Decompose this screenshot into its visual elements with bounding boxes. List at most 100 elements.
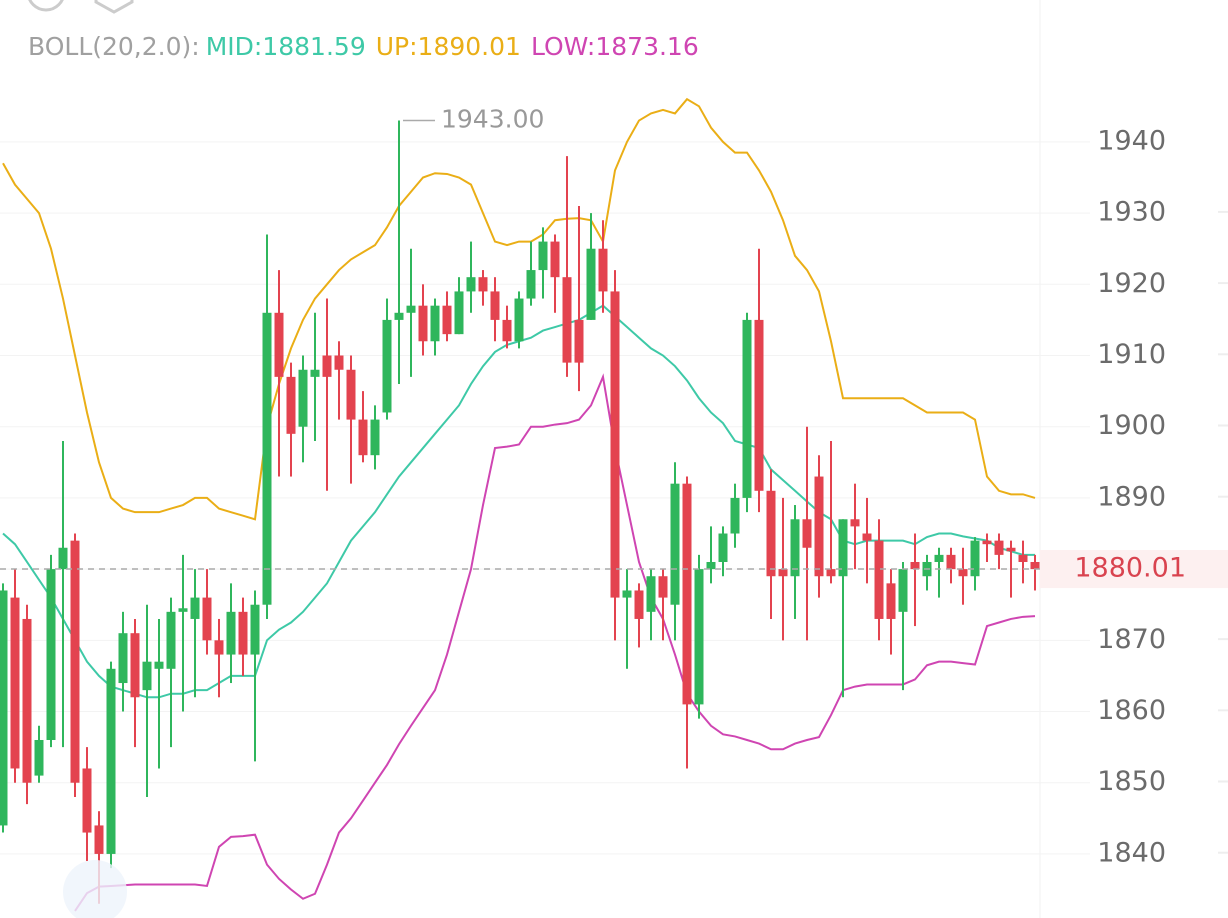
candle-body — [334, 355, 344, 370]
candle-body — [682, 483, 692, 705]
candle-body — [730, 497, 740, 534]
y-tick-label: 1870 — [1097, 624, 1166, 655]
indicator-label: BOLL(20,2.0): — [28, 32, 200, 61]
icon[interactable] — [94, 0, 134, 14]
candle-body — [370, 419, 380, 456]
y-tick-label: 1940 — [1097, 125, 1166, 156]
candle-body — [202, 597, 212, 641]
band-line — [2, 97, 1036, 521]
candle-body — [910, 561, 920, 570]
candle-body — [130, 633, 140, 698]
candle-body — [598, 248, 608, 292]
candle-body — [286, 376, 296, 434]
candle-body — [970, 540, 980, 577]
candle-body — [646, 576, 656, 612]
candle-body — [454, 291, 464, 335]
candle-body — [802, 519, 812, 548]
legend-value: 1890.01 — [418, 32, 521, 61]
candle-body — [718, 533, 728, 562]
candle-body — [706, 561, 716, 570]
candle-body — [778, 569, 788, 577]
y-tick-label: 1850 — [1097, 766, 1166, 797]
candle-body — [10, 597, 20, 769]
last-price-box — [1040, 550, 1228, 589]
candle-body — [22, 618, 32, 783]
float-button[interactable] — [63, 860, 127, 918]
candle-body — [190, 597, 200, 619]
candle-body — [70, 540, 80, 783]
candle-body — [562, 277, 572, 363]
candle-body — [874, 540, 884, 619]
candle-body — [442, 305, 452, 335]
candle-body — [430, 305, 440, 342]
candle-body — [322, 355, 332, 377]
candle-body — [94, 825, 104, 854]
band-line — [74, 373, 1036, 912]
candle-body — [106, 668, 116, 854]
candle-body — [898, 569, 908, 612]
candle-body — [850, 519, 860, 527]
candle-body — [406, 305, 416, 313]
candle-body — [166, 611, 176, 669]
candle-body — [862, 533, 872, 541]
candle-body — [310, 369, 320, 377]
legend-name: UP — [376, 32, 409, 61]
candle-body — [958, 569, 968, 577]
candle-body — [418, 305, 428, 342]
candle-body — [490, 291, 500, 320]
candle-body — [826, 569, 836, 577]
candle-body — [1006, 547, 1016, 552]
candle-body — [358, 419, 368, 456]
band-line — [2, 304, 1035, 699]
candle-body — [478, 277, 488, 292]
legend-item: LOW:1873.16 — [531, 32, 699, 61]
candle-body — [178, 608, 188, 612]
candle-body — [994, 540, 1004, 555]
candle-body — [142, 661, 152, 691]
candle-body — [622, 590, 632, 598]
candle-body — [766, 490, 776, 577]
y-tick-label: 1930 — [1097, 197, 1166, 228]
candle-body — [694, 569, 704, 705]
candle-body — [298, 369, 308, 427]
candle-body — [886, 583, 896, 619]
legend-sep: : — [254, 32, 262, 61]
candle-body — [982, 540, 992, 545]
candle-body — [346, 369, 356, 420]
high-label: 1943.00 — [441, 105, 544, 134]
legend-item: UP:1890.01 — [376, 32, 521, 61]
candle-body — [934, 554, 944, 562]
candle-body — [526, 270, 536, 299]
candle-body — [82, 768, 92, 833]
candle-body — [658, 576, 668, 598]
candle-body — [634, 590, 644, 619]
candle-body — [574, 319, 584, 363]
candle-body — [814, 476, 824, 577]
indicator-legend: BOLL(20,2.0): MID:1881.59 UP:1890.01 LOW:18… — [28, 32, 699, 61]
overlay: 1880.01 1943.00 — [0, 105, 1228, 589]
y-tick-label: 1910 — [1097, 339, 1166, 370]
y-tick-label: 1900 — [1097, 410, 1166, 441]
candle-body — [238, 611, 248, 655]
legend-item: MID:1881.59 — [206, 32, 366, 61]
candle-body — [394, 312, 404, 320]
candle-body — [46, 569, 56, 740]
candle-body — [946, 554, 956, 570]
candles — [0, 120, 1040, 904]
candle-body — [538, 241, 548, 271]
candle-body — [274, 312, 284, 377]
candle-body — [742, 319, 752, 498]
candle-body — [34, 739, 44, 776]
candle-body — [0, 590, 8, 826]
candle-body — [502, 319, 512, 342]
y-tick-label: 1920 — [1097, 268, 1166, 299]
icon[interactable] — [28, 0, 64, 12]
legend-sep: : — [409, 32, 417, 61]
last-price-label: 1880.01 — [1074, 553, 1186, 584]
candle-body — [262, 312, 272, 605]
candle-body — [586, 248, 596, 320]
candle-body — [514, 298, 524, 342]
candle-body — [838, 519, 848, 577]
candle-body — [1018, 554, 1028, 562]
